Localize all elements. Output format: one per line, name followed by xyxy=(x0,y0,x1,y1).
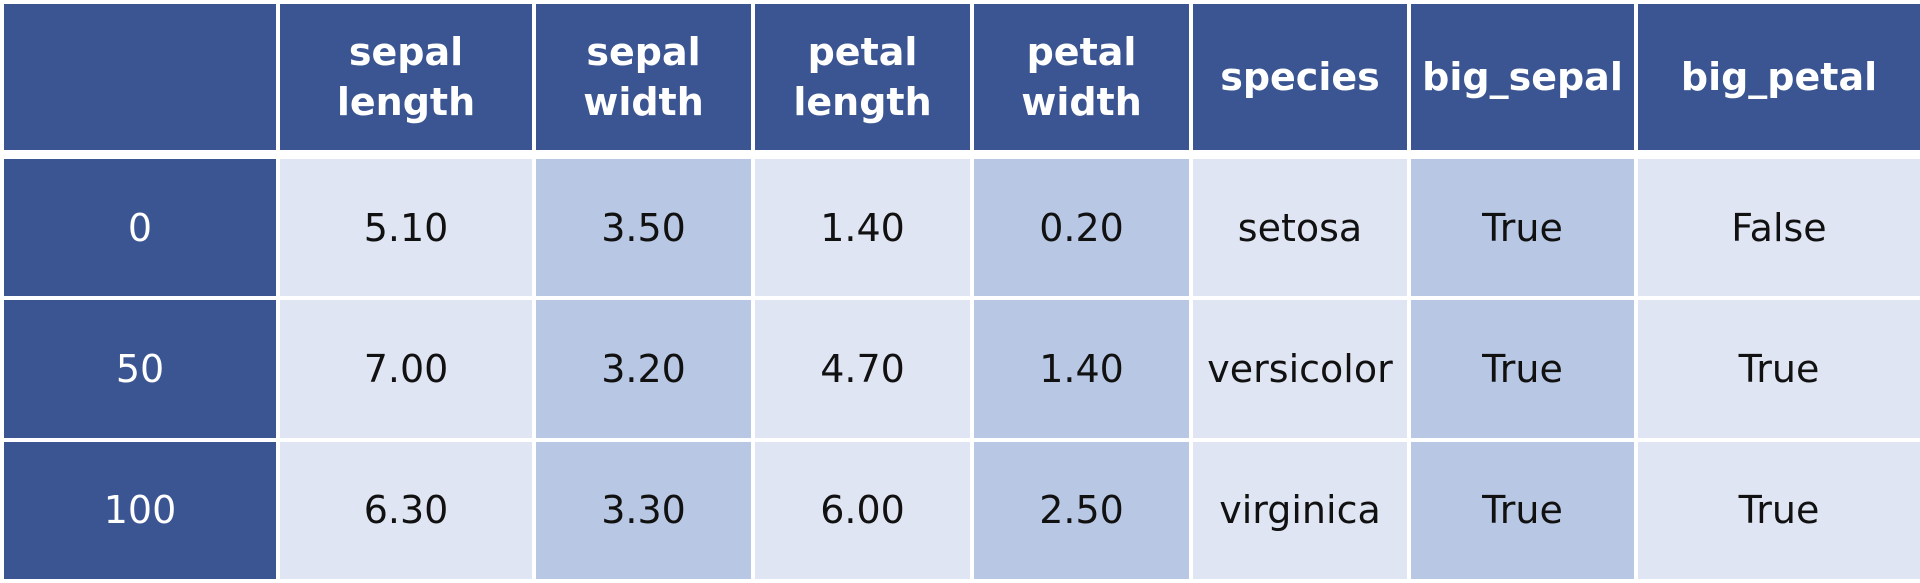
table-row: 100 6.30 3.30 6.00 2.50 virginica True T… xyxy=(0,437,1920,583)
column-header-petal-width: petal width xyxy=(970,0,1193,159)
cell-petal-width: 1.40 xyxy=(970,296,1193,442)
cell-species: setosa xyxy=(1189,152,1411,301)
cell-petal-width: 0.20 xyxy=(970,152,1193,301)
row-index-cell: 50 xyxy=(0,296,280,442)
cell-species: versicolor xyxy=(1189,296,1411,442)
cell-petal-width: 2.50 xyxy=(970,437,1193,583)
cell-big-petal: True xyxy=(1634,437,1920,583)
cell-petal-length: 1.40 xyxy=(751,152,974,301)
cell-big-petal: False xyxy=(1634,152,1920,301)
cell-sepal-length: 7.00 xyxy=(276,296,536,442)
header-row: sepal length sepal width petal length pe… xyxy=(0,0,1920,159)
table-row: 0 5.10 3.50 1.40 0.20 setosa True False xyxy=(0,152,1920,301)
cell-petal-length: 4.70 xyxy=(751,296,974,442)
cell-sepal-width: 3.30 xyxy=(532,437,755,583)
cell-sepal-length: 6.30 xyxy=(276,437,536,583)
corner-header-cell xyxy=(0,0,280,159)
table-header: sepal length sepal width petal length pe… xyxy=(0,0,1920,159)
column-header-petal-length: petal length xyxy=(751,0,974,159)
table-body: 0 5.10 3.50 1.40 0.20 setosa True False … xyxy=(0,152,1920,583)
row-index-cell: 100 xyxy=(0,437,280,583)
cell-species: virginica xyxy=(1189,437,1411,583)
column-header-sepal-length: sepal length xyxy=(276,0,536,159)
cell-sepal-length: 5.10 xyxy=(276,152,536,301)
cell-petal-length: 6.00 xyxy=(751,437,974,583)
row-index-cell: 0 xyxy=(0,152,280,301)
table-row: 50 7.00 3.20 4.70 1.40 versicolor True T… xyxy=(0,296,1920,442)
cell-sepal-width: 3.50 xyxy=(532,152,755,301)
cell-sepal-width: 3.20 xyxy=(532,296,755,442)
cell-big-petal: True xyxy=(1634,296,1920,442)
column-header-big-sepal: big_sepal xyxy=(1407,0,1638,159)
cell-big-sepal: True xyxy=(1407,437,1638,583)
cell-big-sepal: True xyxy=(1407,152,1638,301)
column-header-species: species xyxy=(1189,0,1411,159)
cell-big-sepal: True xyxy=(1407,296,1638,442)
column-header-big-petal: big_petal xyxy=(1634,0,1920,159)
column-header-sepal-width: sepal width xyxy=(532,0,755,159)
